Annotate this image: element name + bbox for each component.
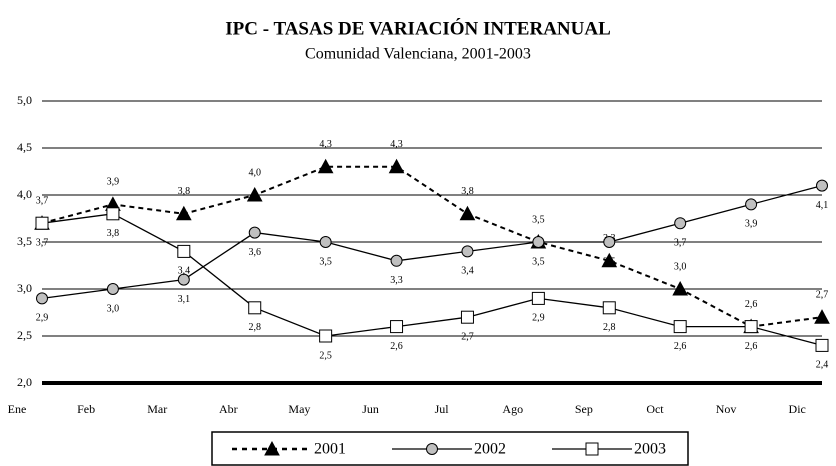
data-label: 3,9: [745, 219, 758, 230]
marker: [815, 338, 829, 352]
series-line: [41, 213, 823, 347]
data-label: 3,8: [107, 228, 120, 239]
chart-subtitle: Comunidad Valenciana, 2001-2003: [305, 46, 531, 63]
marker: [744, 320, 758, 334]
data-label: 2,8: [603, 322, 616, 333]
series-line: [41, 184, 823, 300]
marker: [175, 205, 192, 221]
data-label: 3,5: [532, 214, 545, 225]
data-label: 3,0: [107, 303, 120, 314]
data-label: 2,6: [745, 341, 758, 352]
data-label: 4,0: [248, 167, 261, 178]
marker: [390, 254, 403, 267]
marker: [745, 198, 758, 211]
y-tick-label: 4,0: [17, 187, 32, 201]
marker: [106, 283, 119, 295]
y-tick-label: 3,5: [17, 234, 32, 248]
data-label: 3,9: [107, 177, 120, 188]
marker: [36, 292, 48, 305]
y-tick-label: 5,0: [17, 93, 32, 107]
marker: [106, 207, 120, 221]
data-label: 4,1: [816, 200, 829, 211]
marker: [459, 205, 476, 221]
marker: [264, 440, 280, 456]
data-label: 4,3: [390, 139, 403, 150]
marker: [390, 320, 404, 334]
marker: [602, 301, 616, 315]
x-tick-label: Jun: [362, 402, 379, 416]
data-label: 2,7: [461, 331, 474, 342]
marker: [177, 244, 191, 258]
data-label: 3,4: [461, 266, 474, 277]
x-tick-label: Abr: [219, 402, 238, 416]
marker: [674, 217, 687, 230]
marker: [816, 179, 828, 192]
marker: [673, 320, 687, 334]
data-label: 3,5: [603, 256, 616, 267]
x-tick-label: Nov: [716, 402, 737, 416]
y-tick-label: 2,0: [17, 375, 32, 389]
data-label: 2,9: [532, 313, 545, 324]
marker: [246, 186, 263, 202]
marker: [672, 280, 689, 296]
data-label: 3,8: [178, 186, 191, 197]
marker: [460, 310, 474, 324]
marker: [601, 252, 618, 268]
legend-label: 2003: [634, 441, 666, 458]
marker: [426, 443, 438, 455]
x-tick-label: May: [288, 402, 310, 416]
marker: [317, 158, 334, 174]
data-label: 3,5: [319, 256, 332, 267]
x-tick-label: Sep: [575, 402, 593, 416]
data-label: 3,7: [36, 237, 49, 248]
data-label: 2,7: [816, 289, 829, 300]
marker: [603, 236, 616, 248]
data-label: 2,6: [674, 341, 687, 352]
data-label: 3,7: [674, 237, 687, 248]
data-label: 3,7: [36, 195, 49, 206]
x-tick-label: Dic: [789, 402, 806, 416]
x-tick-label: Ene: [8, 402, 27, 416]
marker: [319, 236, 332, 248]
data-label: 2,4: [816, 360, 829, 371]
marker: [388, 158, 405, 174]
marker: [585, 442, 599, 456]
marker: [248, 301, 262, 315]
marker: [177, 273, 190, 286]
data-label: 3,5: [532, 256, 545, 267]
x-tick-label: Ago: [502, 402, 523, 416]
data-label: 3,8: [461, 186, 474, 197]
x-tick-label: Mar: [147, 402, 167, 416]
marker: [814, 309, 830, 324]
y-tick-label: 3,0: [17, 281, 32, 295]
data-label: 3,4: [178, 266, 191, 277]
data-label: 3,6: [248, 247, 261, 258]
marker: [35, 216, 49, 230]
data-label: 4,3: [319, 139, 332, 150]
series-line: [41, 165, 823, 328]
data-label: 3,3: [390, 275, 403, 286]
x-tick-label: Jul: [435, 402, 450, 416]
marker: [319, 329, 333, 343]
data-label: 2,5: [319, 350, 332, 361]
chart-title: IPC - TASAS DE VARIACIÓN INTERANUAL: [225, 17, 611, 39]
data-label: 2,9: [36, 313, 49, 324]
data-label: 2,8: [248, 322, 261, 333]
marker: [248, 226, 261, 239]
marker: [531, 291, 545, 305]
legend-label: 2001: [314, 441, 346, 458]
data-label: 3,0: [674, 261, 687, 272]
x-tick-label: Feb: [77, 402, 95, 416]
data-label: 2,6: [390, 341, 403, 352]
x-tick-label: Oct: [646, 402, 664, 416]
marker: [461, 245, 474, 258]
marker: [532, 236, 545, 248]
data-label: 3,1: [178, 294, 191, 305]
data-label: 2,6: [745, 299, 758, 310]
y-tick-label: 2,5: [17, 328, 32, 342]
y-tick-label: 4,5: [17, 140, 32, 154]
legend-label: 2002: [474, 441, 506, 458]
